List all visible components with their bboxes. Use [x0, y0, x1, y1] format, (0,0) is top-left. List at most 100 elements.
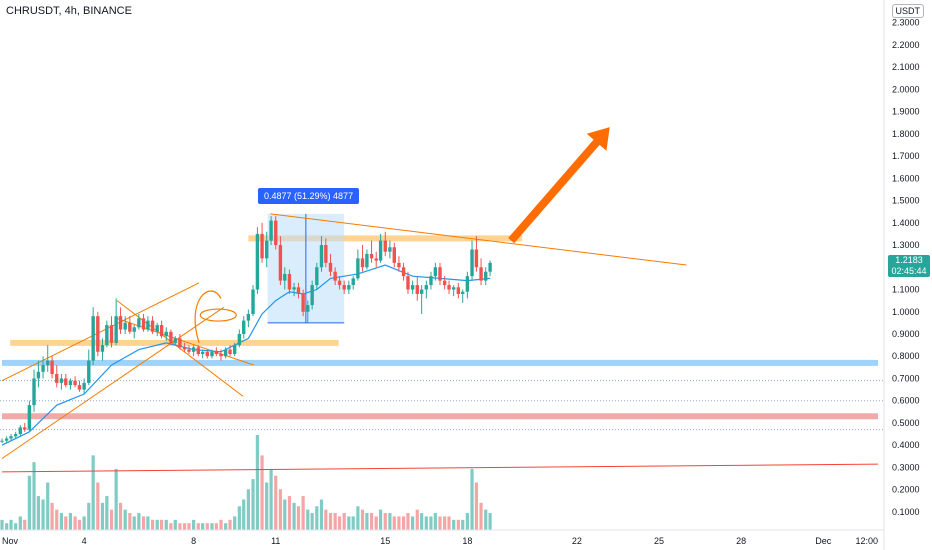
candle: [292, 282, 296, 297]
candle: [479, 258, 483, 286]
candle-body: [96, 316, 100, 352]
candle: [137, 313, 141, 330]
candle-body: [296, 287, 301, 294]
candle: [210, 349, 214, 359]
candle-body: [18, 427, 23, 435]
candle-body: [260, 233, 264, 259]
volume-bar: [196, 523, 200, 530]
candle: [337, 276, 342, 290]
candle-body: [269, 220, 273, 241]
trend-line-4: [270, 213, 687, 266]
volume-bar: [173, 519, 177, 530]
candle: [123, 316, 127, 334]
candle-body: [210, 351, 214, 357]
volume-bar: [41, 499, 45, 530]
candle-body: [223, 349, 228, 357]
time-axis[interactable]: Nov 4 8 11 15 18 22 25 28 Dec 12:00: [0, 529, 884, 546]
candle: [164, 327, 168, 341]
candle-body: [64, 378, 68, 386]
volume-bars: [0, 435, 492, 530]
volume-bar: [82, 516, 86, 530]
candle: [429, 271, 433, 290]
volume-bar: [36, 496, 41, 530]
volume-bar: [374, 516, 378, 530]
candle-body: [87, 360, 91, 383]
volume-bar: [109, 509, 114, 530]
trend-lines[interactable]: [1, 213, 879, 473]
volume-bar: [68, 513, 73, 530]
chart-title: CHRUSDT, 4h, BINANCE: [6, 5, 132, 17]
volume-bar: [5, 523, 9, 530]
volume-bar: [369, 513, 374, 530]
candle: [424, 280, 429, 299]
candle: [296, 282, 301, 299]
candle-body: [32, 378, 36, 406]
price-tick-label: 2.2000: [892, 40, 920, 50]
volume-bar: [383, 513, 387, 530]
candle-body: [274, 220, 278, 246]
candlestick-series[interactable]: [0, 216, 492, 443]
volume-bar: [452, 519, 456, 530]
volume-bar: [433, 513, 437, 530]
target-arrow-shape: [508, 127, 610, 244]
candle-body: [13, 434, 18, 437]
volume-bar: [141, 516, 146, 530]
time-tick-label: 28: [736, 536, 746, 546]
candle-body: [429, 276, 433, 286]
volume-bar: [347, 516, 351, 530]
candle-body: [141, 318, 146, 330]
candle-body: [392, 247, 396, 263]
candle-body: [150, 320, 155, 332]
time-tick-label: 11: [271, 536, 280, 546]
price-axis[interactable]: 2.3000 2.2000 2.1000 2.0000 1.9000 1.8000 1.70…: [883, 0, 920, 550]
volume-bar: [351, 516, 355, 530]
candle: [100, 338, 105, 361]
volume-bar: [214, 523, 218, 530]
candle: [128, 316, 132, 334]
volume-bar: [242, 499, 246, 530]
candle: [451, 285, 456, 297]
candle-body: [292, 287, 296, 290]
price-tick-label: 0.4000: [892, 440, 920, 450]
time-tick-label: 15: [380, 536, 390, 546]
volume-bar: [310, 513, 314, 530]
volume-bar: [461, 519, 465, 530]
candle-body: [196, 347, 200, 354]
candle-body: [23, 427, 27, 430]
candle-body: [470, 249, 474, 277]
volume-bar: [269, 468, 273, 530]
candle-body: [451, 287, 456, 290]
candle-body: [419, 289, 424, 294]
volume-bar: [278, 489, 283, 530]
candle-body: [100, 345, 105, 352]
volume-bar: [32, 462, 36, 530]
currency-badge[interactable]: USDT: [891, 4, 924, 18]
volume-bar: [411, 516, 415, 530]
candle-body: [155, 325, 159, 332]
volume-bar: [251, 479, 255, 530]
target-arrow: [508, 127, 610, 244]
volume-bar: [105, 496, 109, 530]
candle-body: [315, 267, 319, 286]
candle: [365, 249, 369, 270]
candle: [406, 271, 410, 294]
candle: [219, 349, 223, 361]
candle: [488, 260, 492, 277]
candle-body: [342, 285, 346, 290]
candle-body: [68, 380, 73, 386]
volume-bar: [438, 516, 442, 530]
volume-bar: [465, 513, 469, 530]
volume-bar: [283, 499, 287, 530]
candle-body: [91, 316, 95, 361]
volume-bar: [260, 455, 264, 530]
volume-bar: [342, 513, 346, 530]
candle: [246, 309, 251, 328]
candle: [484, 267, 488, 286]
volume-bar: [201, 523, 205, 530]
volume-bar: [424, 516, 428, 530]
candle-body: [397, 262, 401, 268]
volume-bar: [187, 523, 191, 530]
candle-body: [433, 267, 438, 277]
candle: [50, 356, 54, 379]
